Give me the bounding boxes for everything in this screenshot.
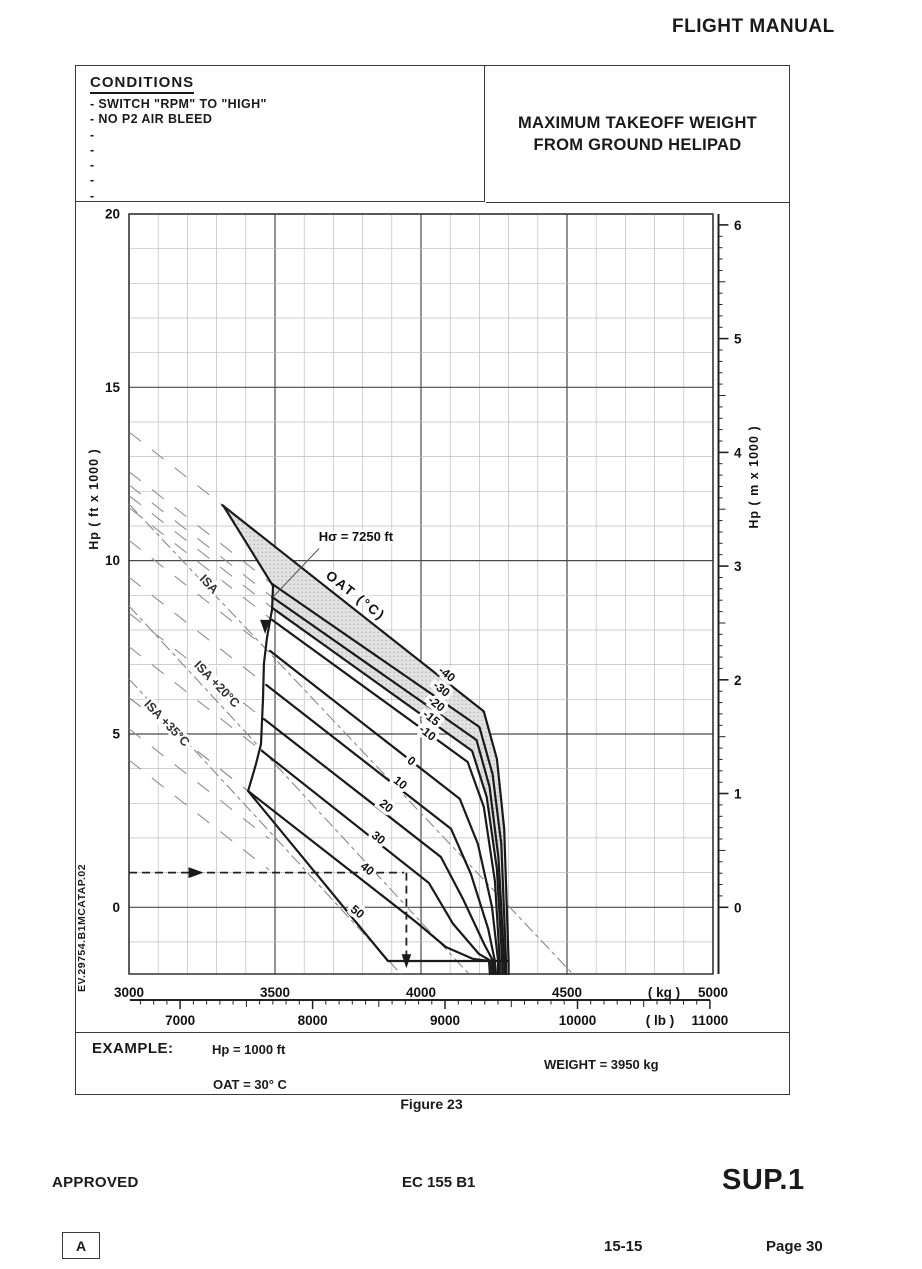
plot-border	[128, 213, 714, 975]
example-oat: OAT = 30° C	[213, 1077, 287, 1092]
oat-curve--40	[221, 504, 510, 976]
m-axis-title: Hp ( m x 1000 )	[747, 425, 761, 528]
m-tick-label: 3	[734, 559, 742, 574]
conditions-title: CONDITIONS	[90, 74, 195, 94]
footer-aircraft-model: EC 155 B1	[402, 1174, 476, 1191]
example-weight: WEIGHT = 3950 kg	[544, 1057, 659, 1072]
chart-title-box: MAXIMUM TAKEOFF WEIGHT FROM GROUND HELIP…	[486, 66, 789, 203]
example-down-arrow	[401, 954, 412, 969]
oat-curve-label: 30	[369, 828, 388, 847]
chart-title: MAXIMUM TAKEOFF WEIGHT FROM GROUND HELIP…	[518, 112, 757, 157]
conditions-box: CONDITIONS - SWITCH "RPM" TO "HIGH" - NO …	[76, 66, 485, 204]
isa-label: ISA	[197, 572, 222, 597]
kg-tick-label: 4000	[406, 985, 436, 1000]
oat-curve-label: 20	[377, 796, 396, 815]
oat-curve-label: 10	[391, 773, 410, 792]
condition-item: - SWITCH "RPM" TO "HIGH"	[90, 97, 267, 111]
example-right-arrow	[188, 867, 204, 879]
condition-item: -	[90, 158, 95, 172]
condition-item: -	[90, 188, 95, 203]
document-reference-code: EV.29754.B1MCATAP.02	[76, 863, 88, 993]
oat-curve--20	[271, 595, 506, 976]
hsigma-leader	[272, 548, 320, 598]
oat-curve-50	[247, 789, 390, 963]
footer-revision-box: A	[62, 1232, 100, 1259]
hsigma-label: Hσ = 7250 ft	[319, 529, 394, 544]
ft-tick-label: 10	[105, 553, 120, 568]
oat-curve--30	[271, 582, 508, 976]
isa-line	[128, 678, 402, 975]
oat-dashed-extensions	[129, 431, 273, 871]
oat-curve-10	[265, 683, 498, 976]
ft-tick-label: 20	[105, 207, 120, 222]
chart-title-line1: MAXIMUM TAKEOFF WEIGHT	[517, 113, 758, 132]
figure-frame: CONDITIONS - SWITCH "RPM" TO "HIGH" - NO …	[75, 65, 790, 1095]
oat-curve-label: 40	[358, 859, 377, 878]
condition-item: -	[90, 127, 95, 142]
footer-chapter: 15-15	[604, 1238, 643, 1255]
oat-curve-40	[247, 789, 491, 976]
boundary-line	[222, 504, 275, 792]
lb-tick-label: 7000	[165, 1013, 195, 1028]
footer-approved: APPROVED	[52, 1174, 139, 1191]
oat-curve-20	[262, 717, 496, 976]
example-hp: Hp = 1000 ft	[212, 1042, 286, 1057]
lb-tick-label: 10000	[559, 1013, 597, 1028]
lb-tick-label: 11000	[692, 1013, 729, 1028]
conditions-list: - SWITCH "RPM" TO "HIGH" - NO P2 AIR BLEE…	[90, 97, 484, 204]
footer-supplement: SUP.1	[722, 1164, 805, 1196]
lb-unit-label: ( lb )	[646, 1013, 675, 1028]
ft-tick-label: 15	[105, 380, 121, 395]
condition-item: -	[90, 173, 95, 188]
boundary-arrow	[260, 619, 271, 634]
m-tick-label: 6	[734, 218, 742, 233]
oat-curve--10	[271, 618, 501, 976]
m-tick-label: 2	[734, 673, 742, 688]
oat-curve--15	[271, 606, 504, 976]
footer-page-number: Page 30	[766, 1238, 823, 1255]
oat-curve-label: 50	[348, 902, 367, 921]
m-tick-label: 4	[734, 445, 742, 460]
kg-tick-label: 3500	[260, 985, 290, 1000]
wat-chart: 0 5 10 15 20 Hp ( ft x 1000 ) 0 1 2 3 4 5 6 Hp ( m x …	[87, 207, 761, 1029]
example-label: EXAMPLE:	[92, 1040, 174, 1057]
shaded-band	[222, 505, 509, 961]
oat-curve-0	[268, 649, 500, 976]
lb-tick-label: 9000	[430, 1013, 460, 1028]
oat-curve-30	[260, 749, 494, 976]
kg-tick-label: 4500	[552, 985, 582, 1000]
condition-item: -	[90, 142, 95, 157]
chart-area: 0 5 10 15 20 Hp ( ft x 1000 ) 0 1 2 3 4 5 6 Hp ( m x …	[76, 204, 789, 1032]
isa-label: ISA +35°C	[141, 697, 192, 749]
chart-title-line2: FROM GROUND HELIPAD	[533, 136, 742, 154]
condition-item: - NO P2 AIR BLEED	[90, 112, 213, 127]
m-tick-label: 0	[734, 900, 742, 915]
ft-tick-label: 5	[112, 727, 120, 742]
example-section: EXAMPLE: Hp = 1000 ft OAT = 30° C WEIGHT…	[76, 1032, 789, 1093]
kg-tick-label: 3000	[114, 985, 144, 1000]
m-tick-label: 1	[734, 787, 742, 802]
kg-tick-label: 5000	[698, 985, 728, 1000]
document-header: FLIGHT MANUAL	[672, 16, 835, 37]
figure-caption: Figure 23	[400, 1096, 463, 1112]
kg-unit-label: ( kg )	[648, 985, 680, 1000]
m-tick-label: 5	[734, 332, 742, 347]
lb-tick-label: 8000	[298, 1013, 328, 1028]
ft-tick-label: 0	[112, 900, 120, 915]
ft-axis-title: Hp ( ft x 1000 )	[87, 448, 101, 549]
isa-line	[128, 605, 470, 975]
